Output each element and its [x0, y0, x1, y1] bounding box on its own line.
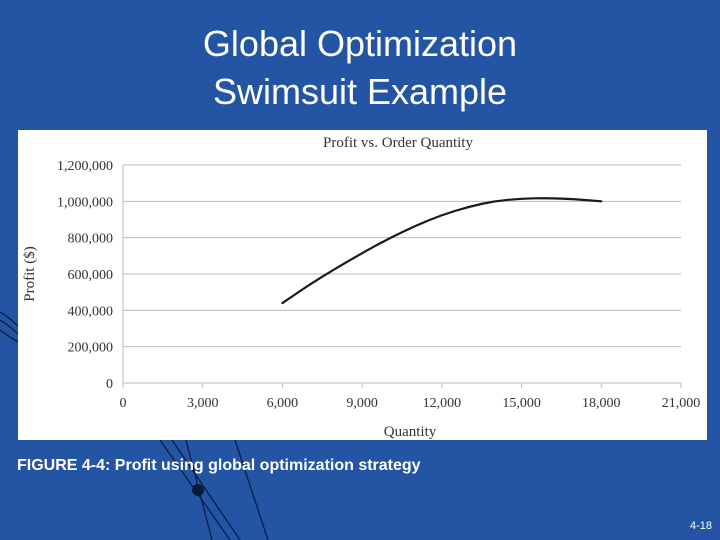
y-tick-label: 1,000,000: [57, 195, 113, 210]
slide-title-line-1: Global Optimization: [202, 23, 518, 64]
x-axis-label: Quantity: [384, 424, 437, 440]
x-tick-label: 15,000: [502, 396, 541, 411]
figure-caption: FIGURE 4-4: Profit using global optimiza…: [17, 457, 421, 474]
y-axis-label: Profit ($): [22, 246, 38, 301]
x-tick-label: 6,000: [267, 396, 299, 411]
profit-series-line: [281, 197, 603, 305]
x-tick-label: 9,000: [346, 396, 378, 411]
chart-panel: 0 200,000 400,000 600,000 800,000 1,000,000 1,…: [18, 130, 707, 440]
y-tick-label: 400,000: [68, 304, 114, 319]
x-tick-label: 12,000: [423, 396, 462, 411]
y-tick-label: 1,200,000: [57, 159, 113, 174]
chart-title: Profit vs. Order Quantity: [323, 135, 473, 151]
y-tick-label: 600,000: [68, 268, 114, 283]
page-number: 4-18: [689, 520, 712, 532]
slide-title-line-2: Swimsuit Example: [212, 71, 508, 112]
x-tick-label: 21,000: [662, 396, 701, 411]
y-tick-label: 200,000: [68, 341, 114, 356]
y-tick-label: 800,000: [68, 232, 114, 247]
x-tick-label: 0: [120, 396, 127, 411]
y-tick-label: 0: [106, 377, 113, 392]
x-tick-label: 18,000: [582, 396, 621, 411]
x-tick-label: 3,000: [187, 396, 219, 411]
profit-chart: 0 200,000 400,000 600,000 800,000 1,000,000 1,…: [22, 135, 701, 440]
